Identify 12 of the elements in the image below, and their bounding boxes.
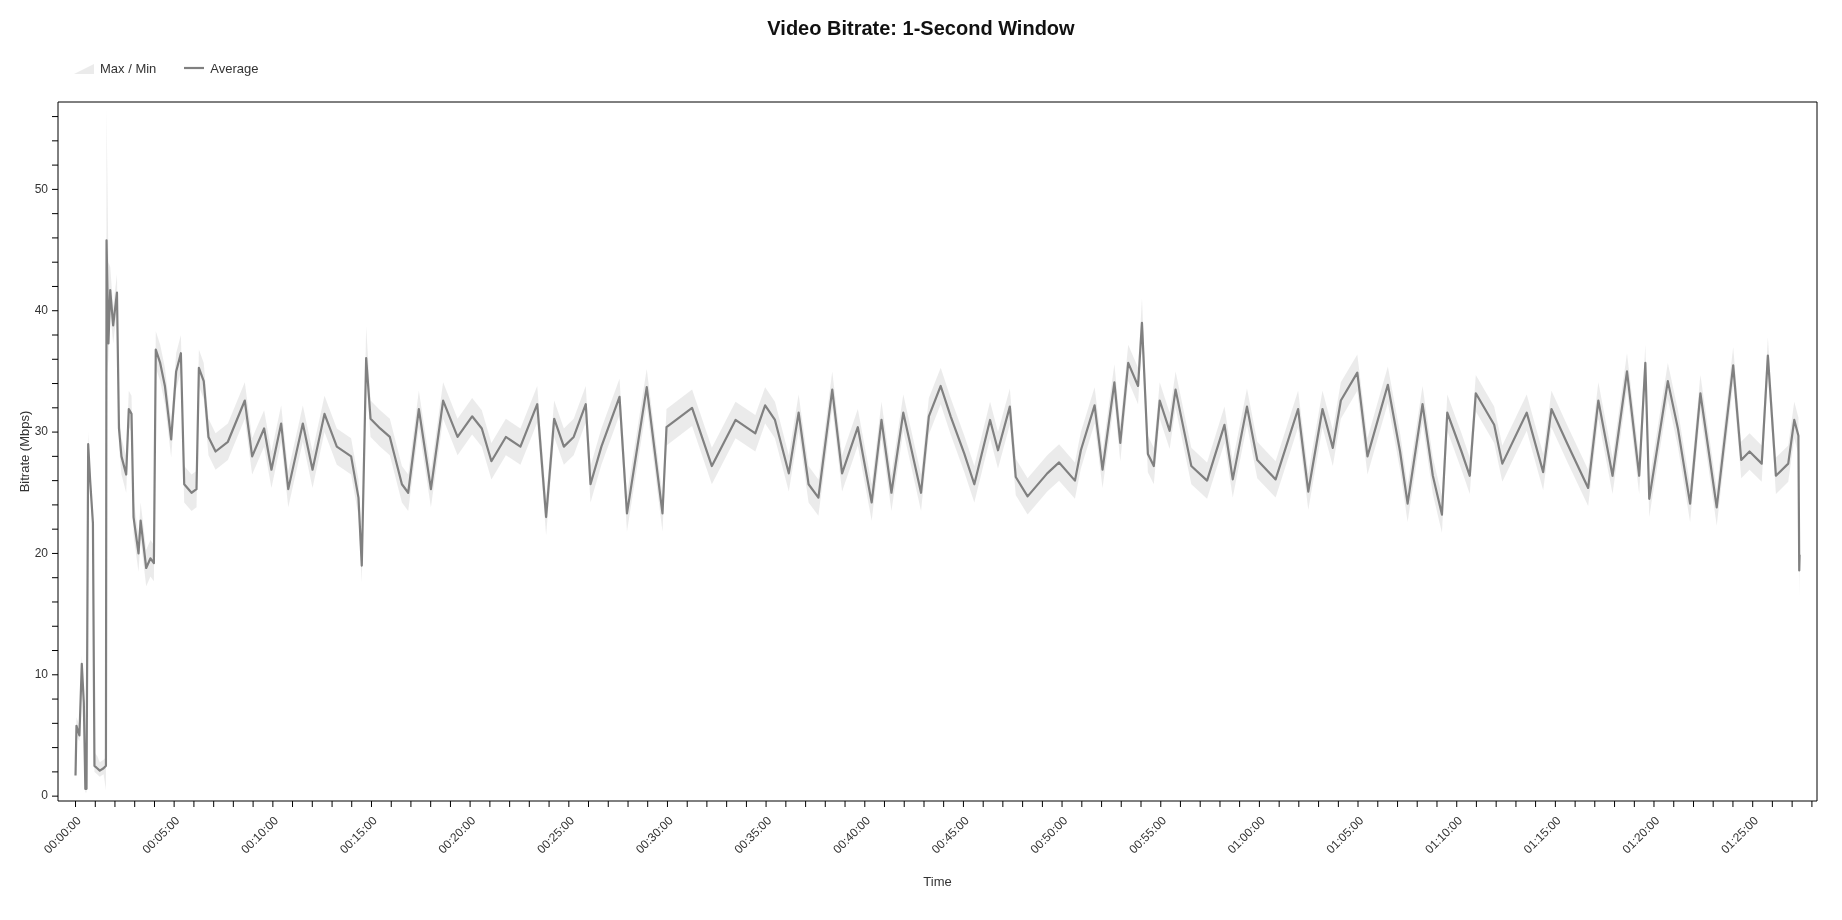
chart-title: Video Bitrate: 1-Second Window — [766, 16, 1076, 41]
y-tick-label: 20 — [34, 545, 49, 560]
y-tick-label: 50 — [34, 181, 49, 196]
y-tick-label: 0 — [41, 788, 49, 803]
y-tick-label: 10 — [34, 666, 49, 681]
y-axis-title: Bitrate (Mbps) — [16, 410, 32, 493]
x-axis-title: Time — [923, 874, 952, 889]
text: Max / Min — [100, 60, 157, 76]
y-tick-label: 40 — [34, 302, 49, 317]
legend-label: Average — [210, 60, 259, 76]
y-tick-label: 30 — [34, 424, 49, 439]
line-series — [74, 239, 1801, 790]
